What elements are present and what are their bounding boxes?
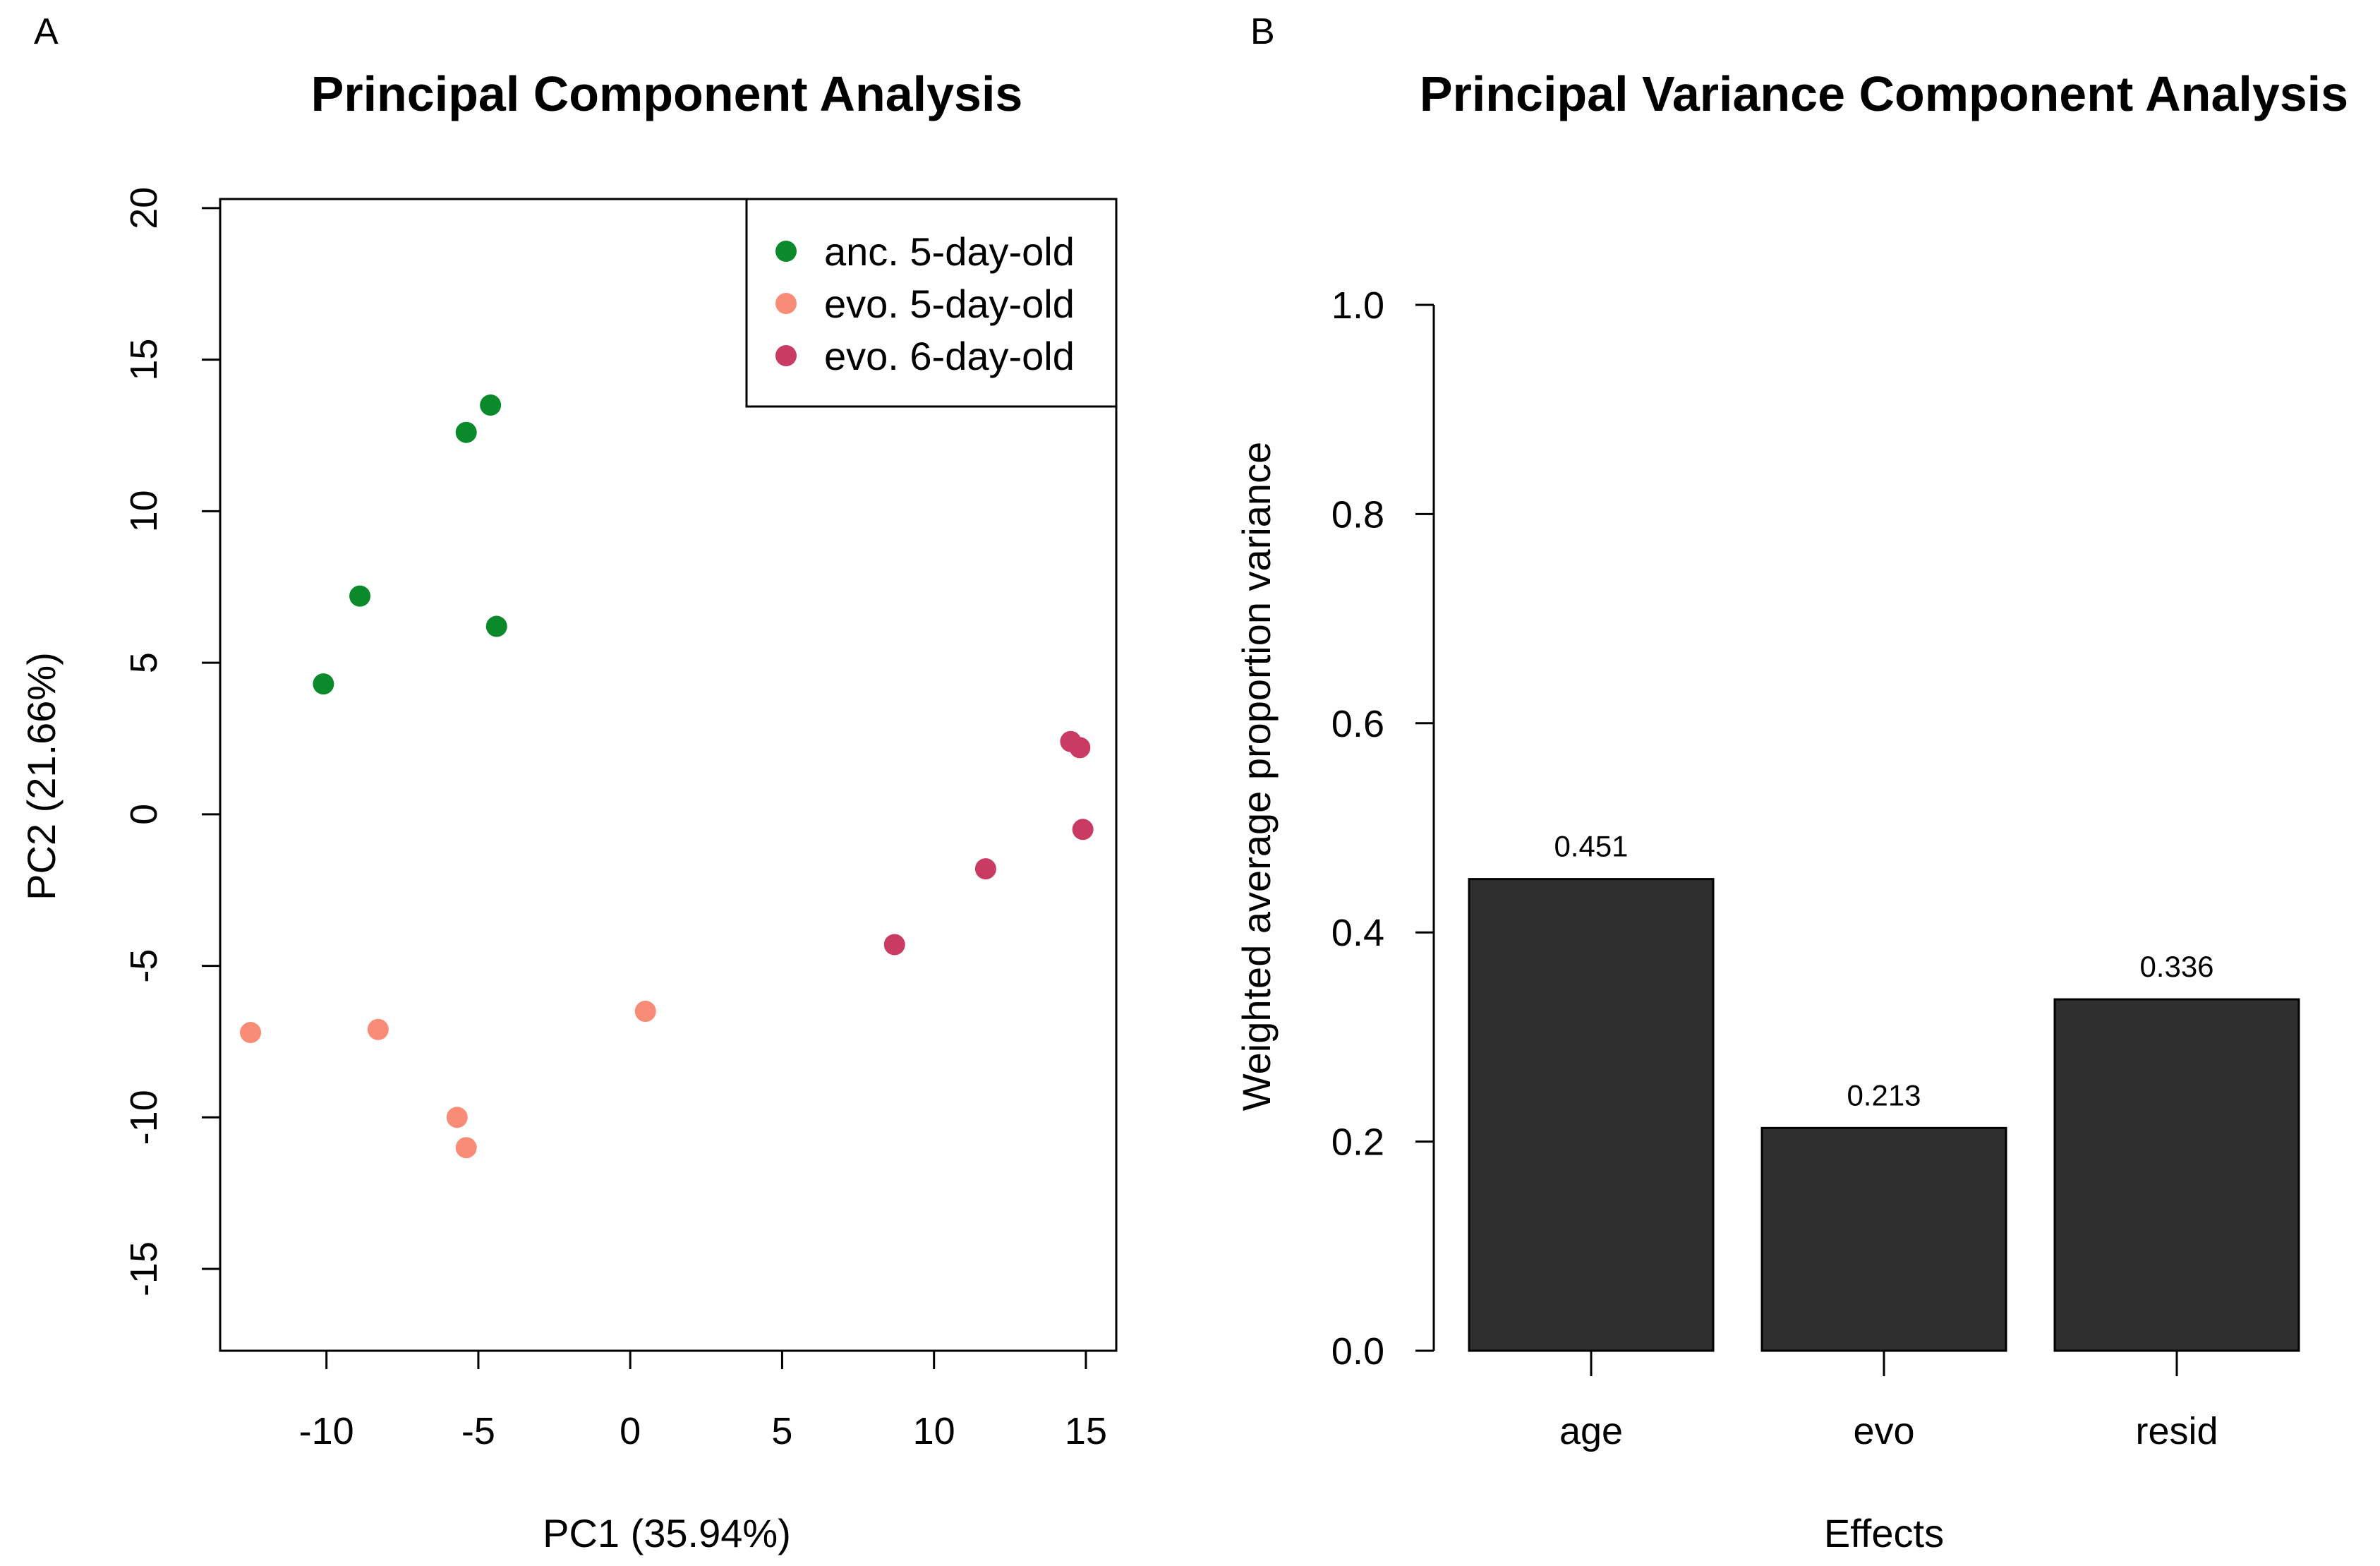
pvca-x-axis-label: Effects xyxy=(1824,1511,1944,1555)
scatter-point-series-2 xyxy=(446,1107,468,1128)
y-tick-label: 20 xyxy=(123,187,165,229)
y-tick-label: 0.4 xyxy=(1331,912,1384,954)
pvca-title: Principal Variance Component Analysis xyxy=(1420,66,2348,121)
x-tick-label: age xyxy=(1559,1410,1623,1452)
scatter-point-series-2 xyxy=(634,1000,656,1022)
y-tick-label: 0.0 xyxy=(1331,1330,1384,1373)
bar-value-label: 0.213 xyxy=(1847,1078,1921,1112)
bar-age xyxy=(1468,878,1715,1352)
scatter-point-series-2 xyxy=(240,1022,262,1044)
scatter-point-series-1 xyxy=(485,615,507,637)
bar-value-label: 0.451 xyxy=(1554,830,1628,863)
y-tick-label: -5 xyxy=(123,949,165,983)
pca-y-axis-label: PC2 (21.66%) xyxy=(19,652,64,901)
scatter-point-series-1 xyxy=(313,673,334,695)
legend-label: anc. 5-day-old xyxy=(824,229,1075,274)
scatter-point-series-3 xyxy=(1072,819,1094,841)
panel-a-letter: A xyxy=(34,11,59,52)
y-tick-label: 0.2 xyxy=(1331,1121,1384,1164)
pca-legend: anc. 5-day-old evo. 5-day-old evo. 6-day-o… xyxy=(745,198,1118,408)
x-tick-label: -10 xyxy=(299,1410,354,1452)
x-tick-label: 10 xyxy=(913,1410,955,1452)
y-tick-label: 5 xyxy=(123,652,165,673)
y-tick-label: 0.6 xyxy=(1331,703,1384,745)
scatter-point-series-1 xyxy=(455,421,477,443)
pvca-bars: 0.451 age 0.213 evo 0.336 resid xyxy=(1468,830,2300,1452)
scatter-point-series-2 xyxy=(367,1018,389,1040)
x-tick-label: 15 xyxy=(1065,1410,1107,1452)
scatter-point-series-2 xyxy=(455,1137,477,1159)
pca-title: Principal Component Analysis xyxy=(311,66,1023,121)
y-tick-label: 15 xyxy=(123,339,165,381)
pca-x-axis-label: PC1 (35.94%) xyxy=(543,1511,791,1555)
legend-label: evo. 5-day-old xyxy=(824,282,1075,326)
legend-box xyxy=(745,198,1118,408)
x-tick-label: evo xyxy=(1853,1410,1914,1452)
y-tick-label: 0.8 xyxy=(1331,493,1384,536)
x-tick-label: 5 xyxy=(771,1410,792,1452)
pvca-y-axis-label: Weighted average proportion variance xyxy=(1234,442,1279,1111)
legend-marker xyxy=(775,293,797,314)
x-tick-label: -5 xyxy=(461,1410,495,1452)
pca-points xyxy=(240,394,1094,1159)
legend-marker xyxy=(775,345,797,366)
panel-a: A Principal Component Analysis -15 -10 -5 0… xyxy=(19,11,1118,1555)
y-tick-label: -10 xyxy=(123,1090,165,1145)
scatter-point-series-1 xyxy=(349,585,371,607)
y-tick-label: 0 xyxy=(123,804,165,825)
bar-resid xyxy=(2053,998,2300,1352)
bar-value-label: 0.336 xyxy=(2139,950,2213,983)
scatter-point-series-3 xyxy=(1069,737,1091,759)
y-tick-label: 10 xyxy=(123,490,165,532)
x-tick-label: resid xyxy=(2135,1410,2218,1452)
legend-label: evo. 6-day-old xyxy=(824,334,1075,378)
pvca-y-axis: 0.0 0.2 0.4 0.6 0.8 1.0 xyxy=(1331,284,1434,1373)
pca-x-axis: -10 -5 0 5 10 15 xyxy=(299,1349,1107,1452)
panel-b-letter: B xyxy=(1250,11,1275,52)
panel-b: B Principal Variance Component Analysis … xyxy=(1234,11,2348,1555)
scatter-point-series-3 xyxy=(974,858,996,880)
scatter-point-series-1 xyxy=(480,394,502,416)
pca-y-axis: -15 -10 -5 0 5 10 15 20 xyxy=(123,187,222,1296)
x-tick-label: 0 xyxy=(620,1410,641,1452)
y-tick-label: -15 xyxy=(123,1241,165,1296)
legend-marker xyxy=(775,241,797,262)
scatter-point-series-3 xyxy=(883,934,905,956)
bar-evo xyxy=(1760,1126,2007,1352)
y-tick-label: 1.0 xyxy=(1331,284,1384,327)
